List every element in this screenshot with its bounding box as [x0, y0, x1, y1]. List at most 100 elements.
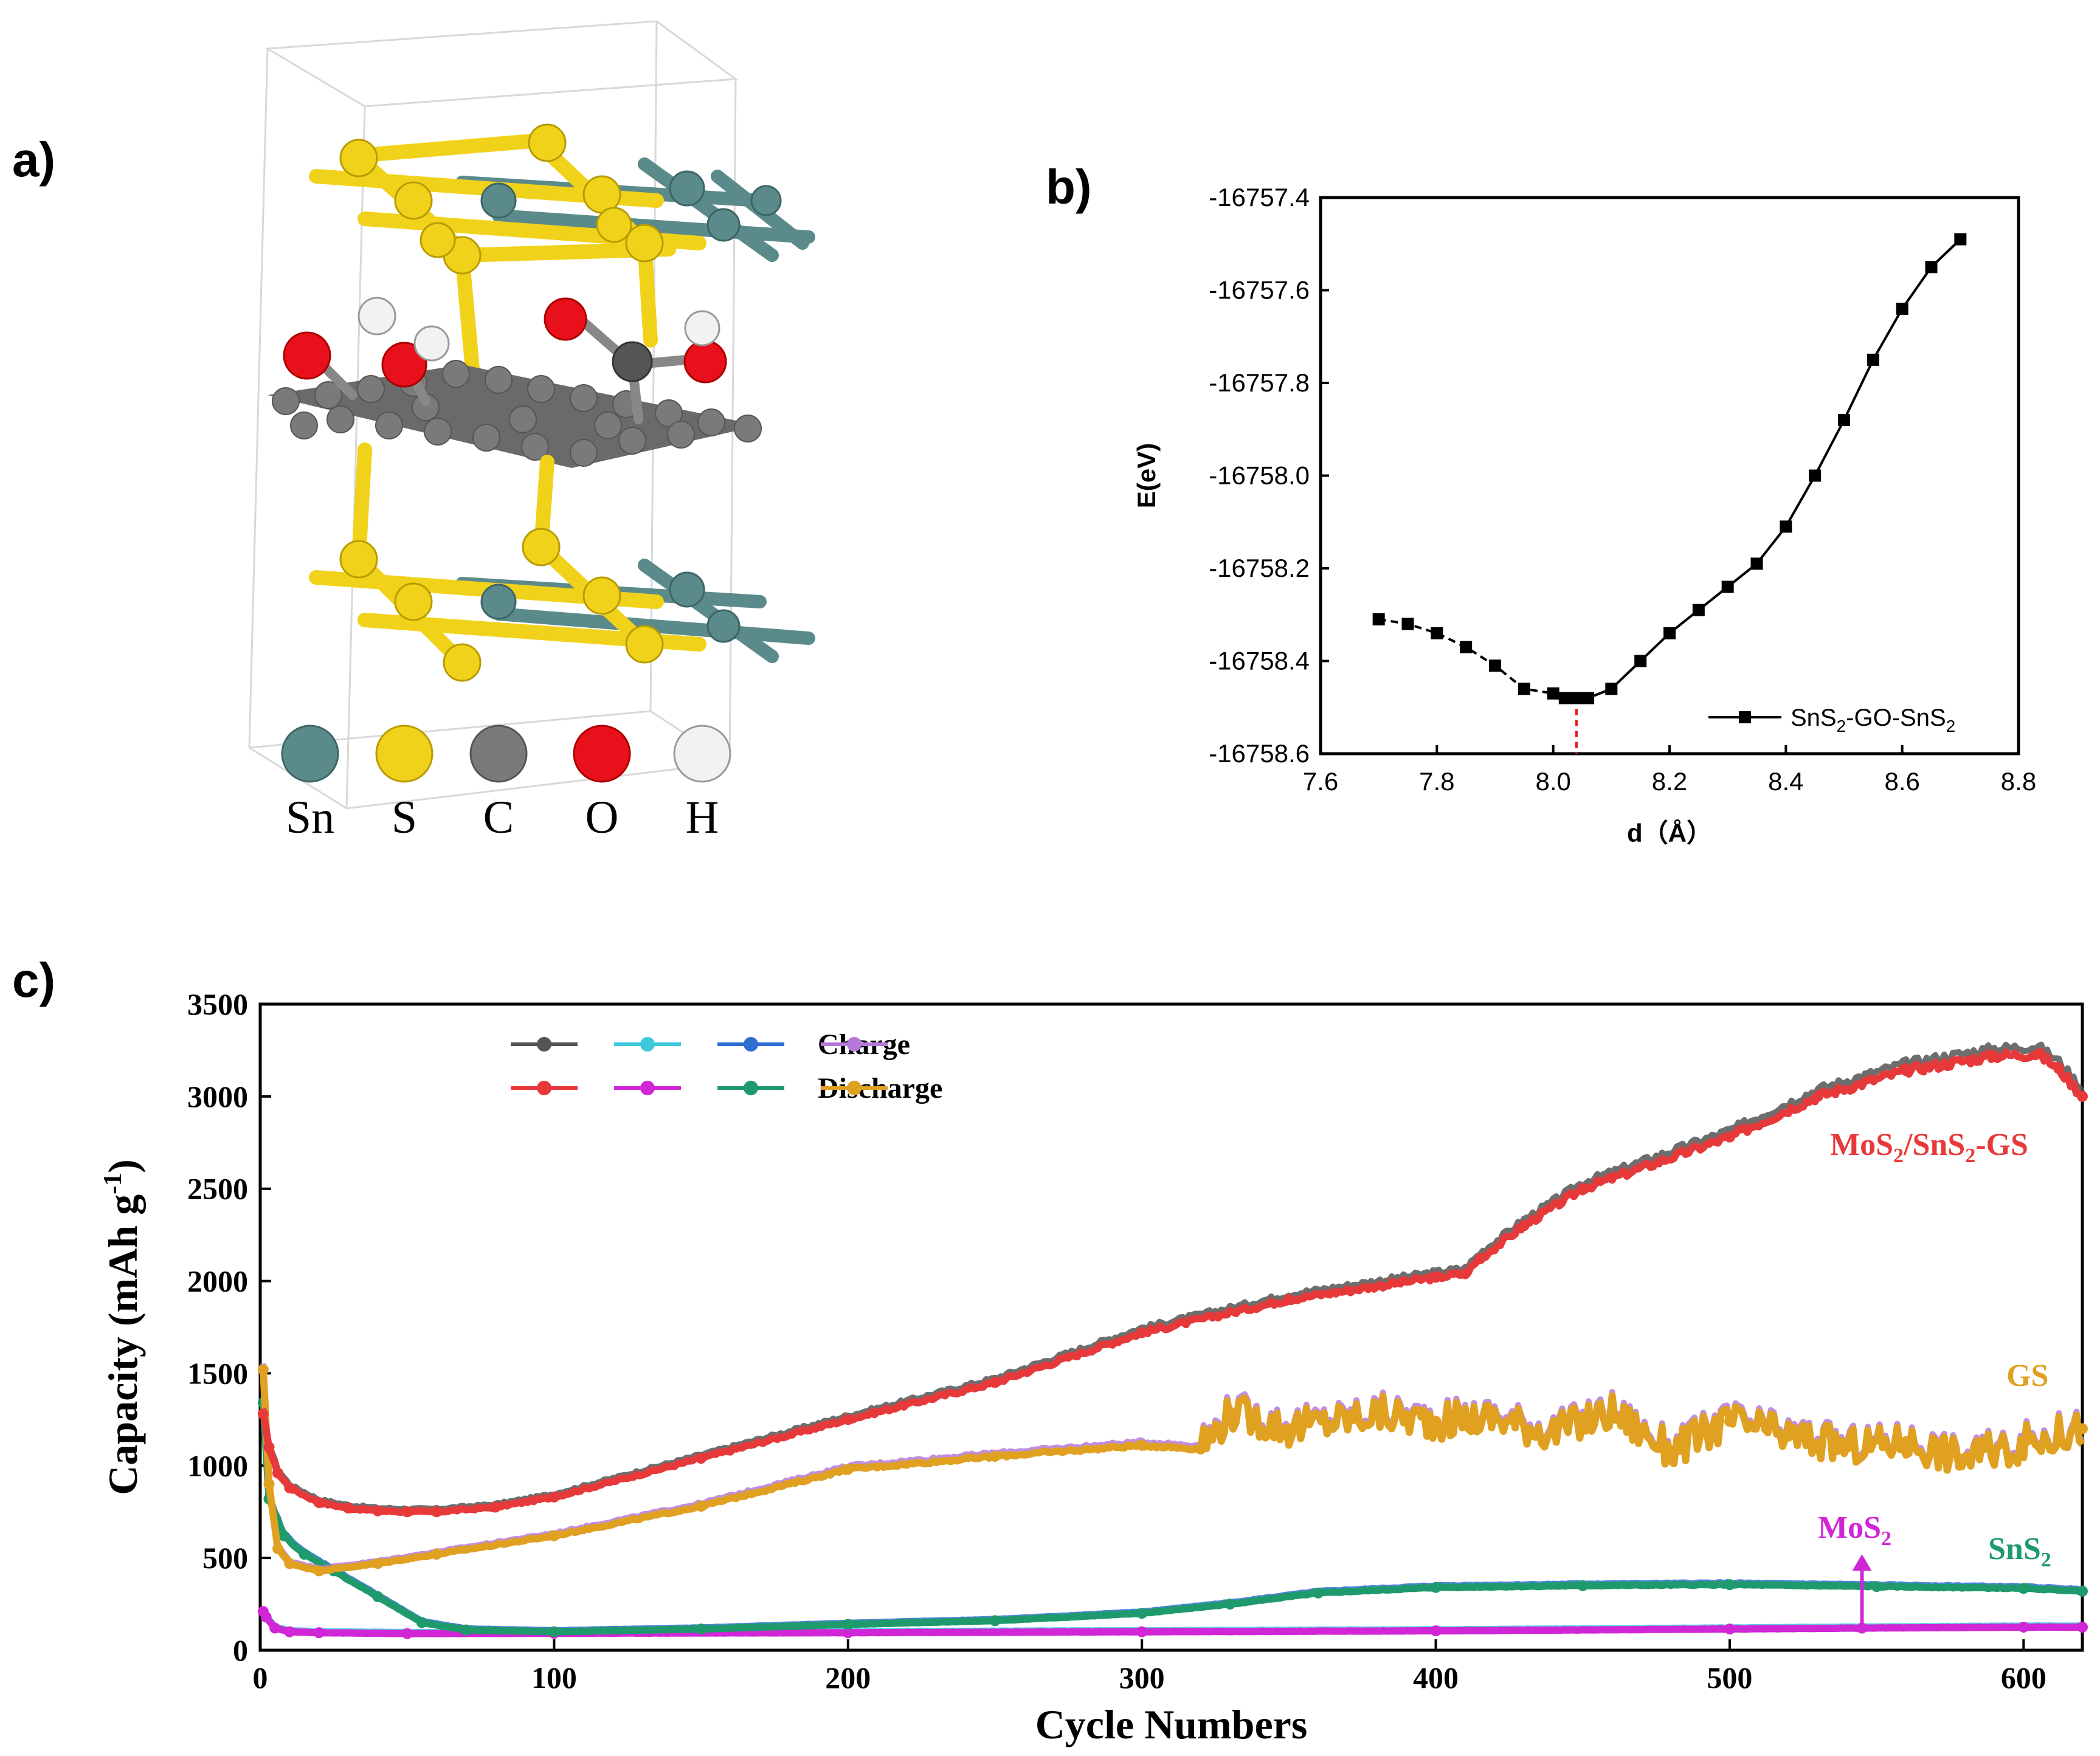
- chart-c: 0 500 1000 1500 2000 2500 3000 3500 0 100 200 300 4…: [99, 987, 2088, 1747]
- chart-c-point: [989, 1615, 1001, 1627]
- annotation-gs: GS: [2006, 1358, 2048, 1393]
- chart-c-point: [2077, 1090, 2088, 1102]
- chart-c-point: [1606, 1407, 1618, 1418]
- chart-c-point: [2018, 1438, 2029, 1449]
- chart-c-y-tick-label: 1500: [187, 1356, 248, 1390]
- chart-c-legend: Charge Discharge: [511, 1028, 942, 1104]
- graphene-sheet: [268, 360, 762, 468]
- chart-c-point: [2077, 1585, 2088, 1597]
- chart-c-x-tick-label: 400: [1413, 1661, 1459, 1695]
- chart-c-point: [1577, 1183, 1589, 1194]
- chart-c-point: [1783, 1430, 1794, 1442]
- chart-c-point: [257, 1408, 269, 1420]
- chart-c-series-gs: [257, 1363, 2088, 1577]
- chart-c-point: [1724, 1623, 1735, 1635]
- chart-b-y-tick-label: -16758.4: [1209, 647, 1310, 675]
- chart-c-point: [1136, 1608, 1148, 1619]
- chart-b-y-tick-label: -16758.2: [1209, 554, 1310, 582]
- chart-b-point: [1431, 627, 1443, 639]
- chart-b-x-ticks: 7.6 7.8 8.0 8.2 8.4 8.6 8.8: [1303, 745, 2036, 796]
- chart-c-y-tick-label: 3500: [187, 987, 248, 1021]
- chart-c-point: [431, 1506, 443, 1518]
- chart-b-legend-label: SnS2-GO-SnS2: [1791, 704, 1955, 735]
- chart-c-point: [842, 1414, 854, 1425]
- legend-atom-s: [375, 725, 433, 783]
- chart-c-point: [1430, 1625, 1442, 1637]
- chart-b-x-tick-label: 8.2: [1652, 767, 1687, 796]
- chart-c-arrow-head: [1852, 1554, 1872, 1571]
- chart-b-y-ticks: -16757.4 -16757.6 -16757.8 -16758.0 -16758.2…: [1209, 183, 1329, 768]
- chart-c-point: [1195, 1443, 1206, 1455]
- chart-c-plot-frame: [258, 1002, 2084, 1652]
- chart-b-point: [1838, 414, 1850, 426]
- chart-b-x-axis-label: d（Å）: [1627, 819, 1712, 847]
- chart-c-point: [1724, 1579, 1735, 1591]
- chart-c-point: [372, 1558, 384, 1569]
- chart-c-y-tick-label: 500: [202, 1541, 248, 1575]
- chart-b-y-tick-label: -16757.6: [1209, 276, 1310, 305]
- chart-c-point: [696, 1623, 707, 1635]
- functional-groups: [283, 297, 727, 424]
- chart-b-x-tick-label: 8.6: [1884, 767, 1919, 796]
- chart-c-point: [1283, 1423, 1294, 1434]
- chart-b-point: [1605, 683, 1618, 695]
- chart-c-point: [1724, 1416, 1735, 1427]
- chart-c-point: [1812, 1090, 1823, 1102]
- chart-c-point: [1224, 1599, 1236, 1610]
- chart-c-legend-discharge-marker: [537, 1081, 551, 1095]
- chart-c-point: [696, 1453, 707, 1464]
- chart-c-point: [372, 1591, 384, 1602]
- element-legend: Sn S C O H: [281, 725, 731, 843]
- chart-c-point: [263, 1478, 275, 1490]
- chart-c-y-tick-label: 1000: [187, 1448, 248, 1482]
- chart-c-x-tick-label: 600: [2001, 1661, 2046, 1695]
- chart-c-point: [460, 1624, 472, 1636]
- upper-sns2-layer: [309, 123, 815, 396]
- chart-c-point: [263, 1441, 275, 1453]
- chart-c-point: [1430, 1272, 1442, 1283]
- chart-c-discharge-curve: [259, 1400, 2084, 1636]
- chart-c-point: [401, 1628, 413, 1639]
- panel-label-a: a): [12, 133, 55, 187]
- chart-c-point: [1224, 1407, 1236, 1418]
- chart-b-point: [1401, 618, 1414, 630]
- chart-c-point: [548, 1530, 560, 1541]
- chart-b-point: [1582, 692, 1595, 704]
- chart-c-y-tick-label: 3000: [187, 1079, 248, 1114]
- chart-b-point: [1558, 692, 1571, 704]
- chart-c-point: [1988, 1050, 2000, 1062]
- chart-c-point: [2018, 1622, 2029, 1633]
- legend-label-sn: Sn: [286, 792, 334, 843]
- chart-c-point: [260, 1611, 272, 1623]
- legend-atom-sn: [281, 725, 339, 783]
- chart-c-point: [299, 1549, 310, 1560]
- panel-label-b: b): [1046, 160, 1092, 214]
- chart-c-x-tick-label: 0: [253, 1661, 268, 1695]
- chart-c-x-tick-label: 200: [825, 1661, 871, 1695]
- chart-c-series: [257, 1041, 2088, 1639]
- chart-b-y-tick-label: -16757.8: [1209, 368, 1310, 397]
- legend-atom-o: [573, 725, 631, 783]
- chart-c-y-ticks: 0 500 1000 1500 2000 2500 3000 3500: [187, 987, 271, 1667]
- legend-label-o: O: [585, 792, 619, 843]
- chart-c-point: [1430, 1582, 1442, 1593]
- chart-b-series-line-left: [1378, 618, 1589, 700]
- chart-c-point: [2033, 1048, 2044, 1060]
- chart-c-point: [1136, 1626, 1148, 1637]
- structure-illustration: Sn S C O H: [248, 20, 815, 843]
- chart-b-x-tick-label: 7.6: [1303, 767, 1338, 796]
- chart-c-point: [548, 1626, 560, 1637]
- chart-c-point: [272, 1467, 284, 1479]
- legend-atom-c: [469, 725, 528, 783]
- chart-c-y-axis-label: Capacity (mAh g-1): [99, 1159, 146, 1495]
- chart-c-legend-discharge-marker: [640, 1081, 655, 1095]
- chart-c-legend-discharge-marker: [847, 1081, 862, 1095]
- chart-c-point: [313, 1497, 325, 1509]
- panel-label-c: c): [12, 953, 55, 1007]
- legend-label-s: S: [392, 792, 417, 843]
- chart-b-point: [1547, 687, 1559, 700]
- chart-b-point: [1867, 353, 1879, 366]
- chart-c-point: [1313, 1587, 1324, 1599]
- chart-b-point: [1663, 627, 1676, 639]
